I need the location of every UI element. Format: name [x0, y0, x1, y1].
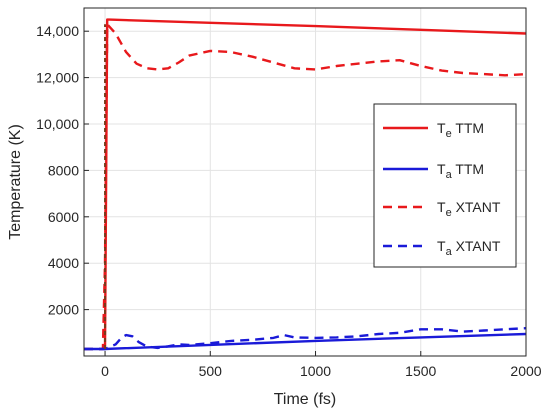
series-line-ta-ttm: [84, 332, 526, 351]
y-axis-ticks: 2000 4000 6000 8000 10,000 12,000 14,000: [36, 23, 89, 318]
y-tick-label: 12,000: [36, 70, 79, 86]
x-tick-label: 1500: [405, 363, 436, 379]
x-axis-ticks: 0 500 1000 1500 2000: [101, 351, 542, 379]
x-axis-label: Time (fs): [274, 391, 337, 408]
legend-label: Ta TTM: [437, 161, 484, 181]
series-line-te-ttm: [103, 18, 526, 350]
x-tick-label: 500: [199, 363, 223, 379]
series-line-ta-xtant: [84, 327, 526, 351]
legend-label: Ta XTANT: [437, 238, 501, 258]
x-tick-label: 1000: [300, 363, 331, 379]
y-tick-label: 14,000: [36, 23, 79, 39]
legend-label: Te TTM: [437, 120, 484, 140]
legend: Te TTM Ta TTM Te XTANT Ta XTANT: [373, 103, 517, 268]
y-axis-label: Temperature (K): [7, 124, 24, 240]
plot-frame: [83, 7, 527, 357]
x-tick-label: 0: [101, 363, 109, 379]
legend-box: [373, 103, 517, 268]
y-tick-label: 2000: [48, 302, 79, 318]
y-tick-label: 8000: [48, 162, 79, 178]
x-tick-label: 2000: [510, 363, 541, 379]
y-tick-label: 4000: [48, 255, 79, 271]
y-tick-label: 6000: [48, 209, 79, 225]
series-group: [84, 18, 526, 351]
legend-label: Te XTANT: [437, 199, 501, 219]
series-line-te-xtant: [84, 23, 526, 351]
y-tick-label: 10,000: [36, 116, 79, 132]
